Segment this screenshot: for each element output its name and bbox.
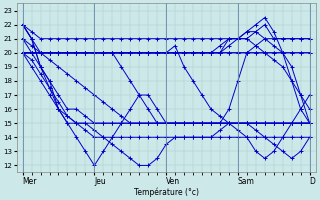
- X-axis label: Température (°c): Température (°c): [134, 187, 199, 197]
